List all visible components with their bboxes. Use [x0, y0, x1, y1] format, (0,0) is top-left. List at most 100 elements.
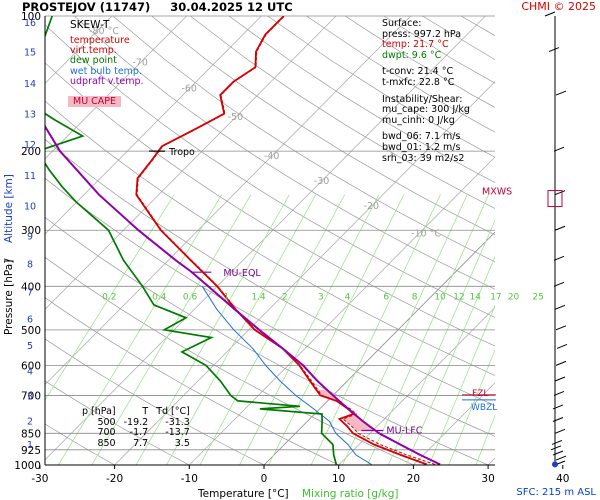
surface-wind-dot	[552, 461, 558, 468]
mixing-ratio-label: 10	[434, 292, 446, 302]
dry-adiabat-line	[45, 100, 495, 376]
table-header-td: Td [°C]	[156, 406, 190, 417]
altitude-tick-label: 13	[24, 110, 36, 121]
wind-max-marker	[547, 190, 563, 208]
wind-barb	[556, 343, 568, 349]
isotherm-line	[114, 81, 495, 465]
wet-bulb-line	[201, 286, 372, 465]
levels-table: p [hPa] T Td [°C] 500 -19.2 -31.3 700 -1…	[78, 406, 194, 450]
altitude-tick-label: 6	[27, 315, 33, 326]
mixing-ratio-label: 4	[345, 292, 351, 302]
x-tick-label: 20	[407, 473, 420, 485]
pressure-tick-label: 925	[21, 445, 41, 457]
legend-updraft: udpraft v.temp.	[70, 75, 144, 87]
altitude-tick-label: 3	[27, 391, 33, 402]
x-tick-label: -30	[31, 473, 48, 485]
isotherm-label: -50	[228, 112, 244, 123]
dry-adiabat-line	[151, 16, 495, 236]
altitude-tick-label: 9	[27, 231, 33, 242]
altitude-tick-label: 1	[27, 440, 33, 451]
y-axis-label-altitude: Altitude [km]	[3, 174, 15, 243]
isotherm-label: -60	[181, 83, 197, 94]
wind-barb	[554, 376, 566, 382]
dry-adiabat-line	[73, 16, 495, 290]
wind-barb	[550, 445, 562, 451]
legend-virt-temp: virt.temp.	[70, 45, 117, 57]
surface-heading: Surface:	[382, 18, 422, 29]
table-cell: 850	[97, 437, 116, 449]
tropopause-label: Tropo	[168, 147, 195, 158]
mu-lfc-label: MU-LFC	[386, 426, 422, 437]
mixing-ratio-label: 14	[469, 292, 481, 302]
bwd-06-value: bwd_06: 7.1 m/s	[382, 131, 461, 143]
isotherm-label: -40	[264, 151, 280, 162]
wind-barb	[555, 455, 567, 461]
mxws-label: MXWS	[482, 187, 512, 198]
pressure-tick-label: 400	[21, 281, 41, 293]
wind-barb	[553, 390, 565, 396]
legend-dew-point: dew point	[70, 55, 117, 67]
isotherm-label: -70	[132, 58, 148, 69]
pressure-tick-label: 850	[21, 428, 41, 440]
table-header-p: p [hPa]	[82, 406, 116, 417]
isotherm-line	[45, 16, 262, 235]
surface-temp: temp: 21.7 °C	[382, 39, 449, 51]
mixing-ratio-label: 0.6	[183, 292, 198, 302]
pressure-tick-label: 1000	[14, 460, 41, 472]
surface-press: press: 997.2 hPa	[382, 28, 462, 40]
legend-temperature: temperature	[70, 35, 130, 46]
surface-tconv: t-conv: 21.4 °C	[382, 66, 454, 78]
wind-barb	[555, 90, 567, 96]
sounding-datetime: 30.04.2025 12 UTC	[170, 0, 293, 14]
table-row: 850 7.7 3.5	[78, 437, 194, 450]
isotherm-line	[413, 382, 495, 465]
mu-cinh-value: mu_cinh: 0 J/kg	[382, 114, 455, 126]
dry-adiabat-line	[45, 24, 495, 318]
mixing-ratio-label: 17	[490, 292, 501, 302]
mu-cape-value: mu_cape: 300 J/kg	[382, 104, 470, 116]
credit-label: CHMI © 2025	[521, 0, 596, 13]
altitude-tick-label: 14	[24, 79, 36, 90]
wind-barb	[554, 225, 566, 231]
table-cell: 700	[97, 427, 116, 439]
isotherm-line	[45, 16, 486, 461]
pressure-grid	[45, 15, 495, 466]
mixing-ratio-label: 2	[282, 292, 288, 302]
wind-barb	[554, 428, 566, 434]
wind-barb	[554, 190, 566, 196]
x-tick-label: 0	[261, 473, 268, 485]
altitude-tick-label: 10	[24, 201, 36, 212]
mixing-ratio-line	[448, 348, 495, 465]
mixing-ratio-label: 0.2	[102, 292, 116, 302]
mixing-ratio-label: 6	[383, 292, 389, 302]
altitude-tick-label: 11	[24, 171, 36, 182]
table-cell: -13.7	[165, 427, 190, 439]
dry-adiabat-line	[190, 16, 495, 209]
isotherm-label: -10 °C	[411, 228, 441, 239]
axes-layer: 0.2 0.4 0.6 1 1.4 2 3 4 6 8 10 12 14 17 20 25-80 °C-70-…	[3, 11, 569, 500]
altitude-tick-label: 16	[24, 18, 36, 29]
isotherm-label: -20	[364, 201, 380, 212]
mixing-ratio-label: 25	[532, 292, 543, 302]
mixing-ratio-label: 8	[412, 292, 418, 302]
wind-barb	[553, 146, 565, 152]
y-axis-separator: /	[3, 258, 15, 262]
skewt-label: SKEW-T	[70, 19, 110, 31]
table-row: 700 -1.7 -13.7	[78, 428, 194, 439]
x-tick-label: 40	[556, 473, 569, 485]
table-cell: -1.7	[129, 427, 149, 439]
x-tick-label: -10	[181, 473, 198, 485]
mixing-ratio-label: 0.4	[152, 292, 167, 302]
surface-tmxfc: t-mxfc: 22.8 °C	[382, 76, 455, 88]
parcel-line	[45, 124, 441, 465]
altitude-tick-label: 4	[27, 367, 33, 378]
table-cell: 3.5	[174, 437, 190, 449]
temperature-line	[135, 16, 428, 465]
isotherm-line	[45, 16, 412, 386]
table-cell: 7.7	[133, 437, 149, 449]
table-cell: 500	[97, 416, 116, 428]
y-axis-label: Pressure [hPa]	[3, 260, 15, 335]
isotherm-label: -80 °C	[89, 26, 119, 37]
x-axis-label-mixing: Mixing ratio [g/kg]	[302, 488, 398, 500]
